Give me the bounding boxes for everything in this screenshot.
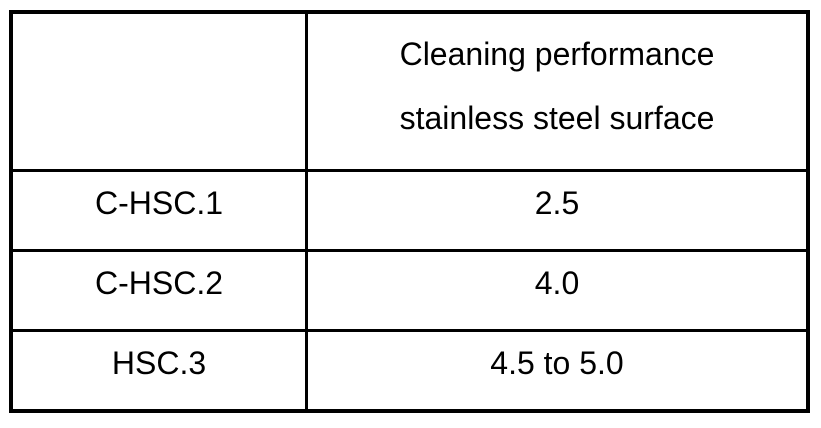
row-value-cell: 4.0 xyxy=(305,249,810,332)
row-value: 2.5 xyxy=(534,185,580,221)
table-row: C-HSC.2 4.0 xyxy=(9,249,810,332)
row-value-cell: 2.5 xyxy=(305,169,810,252)
header-line-1: Cleaning performance xyxy=(399,36,715,72)
row-value: 4.5 to 5.0 xyxy=(490,345,624,381)
table-header-row: Cleaning performance stainless steel sur… xyxy=(9,10,810,172)
row-value-cell: 4.5 to 5.0 xyxy=(305,329,810,413)
row-value: 4.0 xyxy=(534,265,580,301)
row-label: C-HSC.1 xyxy=(94,185,223,221)
row-label: C-HSC.2 xyxy=(94,265,223,301)
table-row: HSC.3 4.5 to 5.0 xyxy=(9,329,810,413)
table-row: C-HSC.1 2.5 xyxy=(9,169,810,252)
row-label-cell: C-HSC.1 xyxy=(9,169,308,252)
header-cell-cleaning-performance: Cleaning performance stainless steel sur… xyxy=(305,10,810,172)
header-empty-cell xyxy=(9,10,308,172)
row-label: HSC.3 xyxy=(111,345,207,381)
header-line-2: stainless steel surface xyxy=(399,100,715,136)
row-label-cell: C-HSC.2 xyxy=(9,249,308,332)
row-label-cell: HSC.3 xyxy=(9,329,308,413)
cleaning-performance-table: Cleaning performance stainless steel sur… xyxy=(9,10,810,413)
